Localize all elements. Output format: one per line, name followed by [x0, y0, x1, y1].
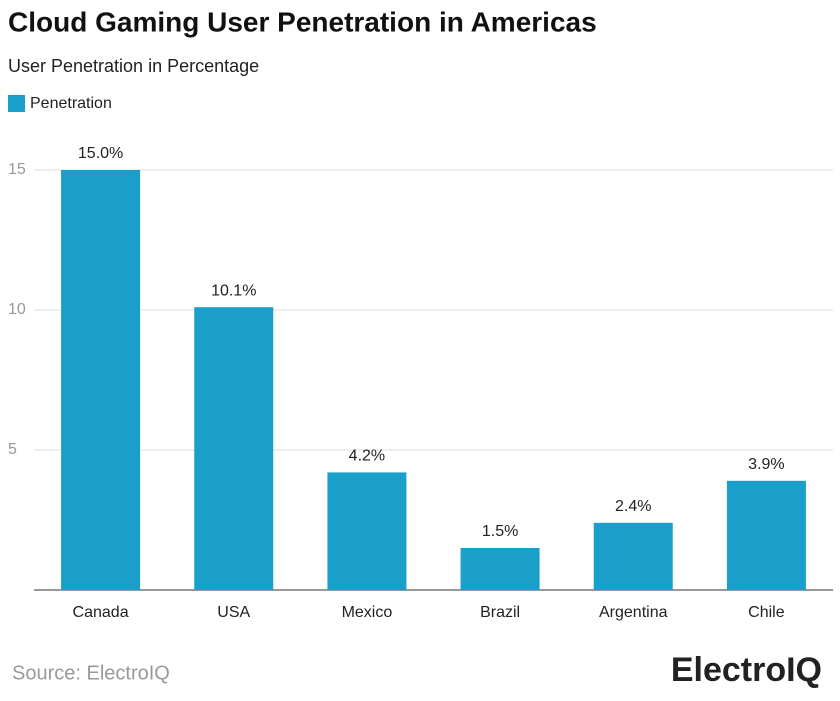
- value-label: 15.0%: [78, 145, 123, 162]
- value-label: 1.5%: [482, 523, 518, 540]
- x-tick-label: Brazil: [480, 604, 520, 621]
- x-tick-label: Canada: [73, 604, 129, 621]
- bar: [194, 307, 274, 590]
- legend-swatch: [8, 95, 25, 112]
- value-label: 4.2%: [349, 448, 385, 465]
- bar: [593, 522, 673, 590]
- x-tick-label: USA: [217, 604, 250, 621]
- y-tick-label: 15: [8, 161, 26, 178]
- value-label: 10.1%: [211, 282, 256, 299]
- legend-label: Penetration: [30, 95, 112, 112]
- x-tick-label: Chile: [748, 604, 785, 621]
- logo: ElectroIQ: [671, 651, 822, 689]
- value-label: 2.4%: [615, 498, 651, 515]
- x-tick-label: Argentina: [599, 604, 668, 621]
- bar: [460, 548, 540, 590]
- bar: [61, 170, 141, 590]
- bar: [327, 472, 407, 590]
- chart-subtitle: User Penetration in Percentage: [8, 56, 259, 76]
- source: Source: ElectroIQ: [12, 662, 170, 684]
- bar: [726, 480, 806, 590]
- chart-title: Cloud Gaming User Penetration in America…: [8, 6, 597, 37]
- value-label: 3.9%: [748, 456, 784, 473]
- y-tick-label: 5: [8, 441, 17, 458]
- y-tick-label: 10: [8, 301, 26, 318]
- x-tick-label: Mexico: [342, 604, 393, 621]
